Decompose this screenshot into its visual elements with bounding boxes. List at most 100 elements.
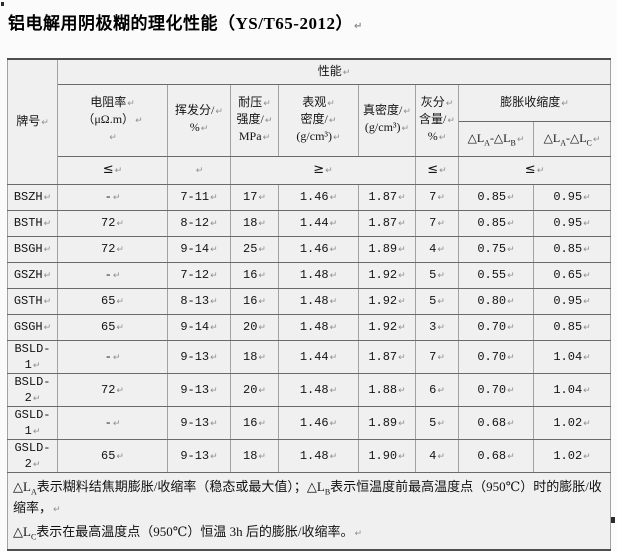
return-mark: ↵: [210, 297, 218, 307]
value-text: 16: [243, 294, 258, 308]
value-text: 1.92: [368, 268, 398, 282]
value-text: 9-13: [180, 448, 210, 463]
value-cell: 18↵: [230, 339, 279, 374]
return-mark: ↵: [112, 352, 121, 363]
return-mark: ↵: [328, 115, 337, 126]
return-mark: ↵: [437, 451, 445, 462]
header-line: 含量/↵: [416, 112, 458, 129]
value-cell: 1.46↵: [278, 183, 359, 211]
brand-cell: GSZH↵: [7, 261, 58, 289]
header-line: ↵: [58, 129, 167, 146]
return-mark: ↵: [437, 323, 445, 333]
value-cell: 1.48↵: [278, 261, 359, 289]
value-cell: 1.44↵: [278, 339, 359, 374]
return-mark: ↵: [403, 107, 411, 117]
value-cell: 0.95↵: [532, 287, 612, 315]
column-header-resistivity: 电阻率↵ （μΩ.m）↵ ↵: [57, 83, 168, 157]
value-cell: 18↵: [230, 438, 279, 473]
value-cell: 9-14↵: [167, 235, 231, 263]
value-text: 1.48: [299, 382, 329, 397]
value-cell: 9-13↵: [167, 372, 231, 407]
return-mark: ↵: [437, 418, 445, 429]
value-cell: 4↵: [415, 438, 459, 473]
value-text: 1.46: [299, 415, 329, 430]
value-text: 72: [101, 382, 116, 397]
value-text: 0.65: [553, 268, 583, 282]
value-cell: 0.80↵: [458, 287, 534, 315]
value-text: 1.48: [299, 294, 329, 308]
text-segment: 表示在最高温度点（950℃）恒温 3h 后的膨胀/收缩率。: [36, 523, 354, 539]
return-mark: ↵: [583, 323, 591, 333]
value-text: 7: [429, 190, 437, 204]
limit-row: ≤↵ ↵ ≥↵ ≤↵ ≤↵: [8, 155, 612, 185]
value-cell: 65↵: [57, 287, 168, 315]
return-mark: ↵: [210, 219, 218, 229]
return-mark: ↵: [109, 132, 117, 143]
value-text: 1.04: [553, 382, 583, 397]
value-text: -: [104, 349, 112, 364]
return-mark: ↵: [401, 124, 410, 134]
subscript: A: [560, 138, 566, 148]
return-mark: ↵: [507, 323, 515, 333]
return-mark: ↵: [116, 385, 124, 396]
return-mark: ↵: [329, 245, 338, 255]
return-mark: ↵: [507, 451, 515, 462]
return-mark: ↵: [210, 418, 218, 429]
limit-cell-ash: ≤↵: [415, 155, 459, 185]
value-text: 3: [429, 320, 437, 334]
value-cell: 1.04↵: [532, 372, 612, 407]
return-mark: ↵: [516, 134, 525, 145]
value-cell: 3↵: [415, 313, 459, 341]
header-line-text: (g/cm³): [296, 128, 333, 143]
return-mark: ↵: [258, 323, 266, 333]
value-cell: 1.87↵: [358, 183, 416, 211]
return-mark: ↵: [507, 418, 515, 429]
value-cell: 5↵: [415, 405, 459, 440]
return-mark: ↵: [507, 245, 515, 255]
header-line: （μΩ.m）↵: [58, 112, 167, 129]
value-text: 7-11: [180, 190, 210, 204]
value-text: 1.92: [368, 294, 398, 308]
column-header-true-density: 真密度/↵ (g/cm³)↵: [358, 83, 416, 157]
value-text: 0.55: [477, 268, 507, 282]
return-mark: ↵: [43, 297, 52, 307]
table-row: GSZH↵ -↵ 7-12↵ 16↵ 1.48↵ 1.92↵ 5↵ 0.55↵ 0.65↵: [7, 261, 612, 289]
return-mark: ↵: [32, 360, 41, 371]
return-mark: ↵: [329, 352, 338, 363]
return-mark: ↵: [258, 271, 266, 281]
value-cell: 1.92↵: [358, 287, 416, 315]
return-mark: ↵: [258, 219, 266, 229]
brand-cell: BSLD-2↵: [7, 372, 58, 407]
value-text: 0.70: [477, 349, 507, 364]
limit-cell-expansion: ≤↵: [457, 155, 612, 185]
value-text: 1.87: [368, 349, 398, 364]
limit-cell-resistivity: ≤↵: [57, 155, 168, 185]
performance-header-cell: 性能↵: [56, 58, 612, 85]
value-text: 72: [101, 242, 116, 256]
value-cell: 4↵: [415, 235, 459, 263]
value-text: 0.85: [477, 216, 507, 230]
return-mark: ↵: [333, 132, 341, 143]
header-line-text: 强度/: [236, 111, 264, 126]
properties-table: 牌号↵ 性能↵ 电阻率↵ （μΩ.m）↵ ↵ 挥发分/↵ %↵ 耐压↵ 强度/↵ MPa↵…: [6, 58, 612, 551]
return-mark: ↵: [327, 98, 335, 109]
value-cell: 7↵: [415, 209, 459, 237]
return-mark: ↵: [258, 385, 266, 396]
value-text: 1.92: [368, 320, 398, 334]
return-mark: ↵: [561, 98, 569, 109]
table-row: BSGH↵ 72↵ 9-14↵ 25↵ 1.46↵ 1.89↵ 4↵ 0.75↵ 0.85↵: [7, 235, 612, 263]
footnote-line: △LA表示糊料结焦期膨胀/收缩率（稳态或最大值）；△LB表示恒温度前最高温度点（…: [13, 476, 605, 521]
value-text: 72: [101, 216, 116, 230]
return-mark: ↵: [592, 134, 601, 145]
value-text: 4: [429, 242, 437, 256]
table-row: BSLD-1↵ -↵ 9-13↵ 18↵ 1.44↵ 1.87↵ 7↵ 0.70↵ 1.04↵: [7, 339, 612, 374]
return-mark: ↵: [329, 385, 338, 396]
value-text: 1.90: [368, 448, 398, 463]
return-mark: ↵: [437, 297, 445, 307]
header-line: %↵: [168, 120, 230, 137]
return-mark: ↵: [258, 193, 266, 203]
subscript: A: [30, 487, 37, 497]
return-mark: ↵: [43, 219, 52, 229]
value-text: 0.70: [477, 382, 507, 397]
return-mark: ↵: [258, 451, 266, 462]
